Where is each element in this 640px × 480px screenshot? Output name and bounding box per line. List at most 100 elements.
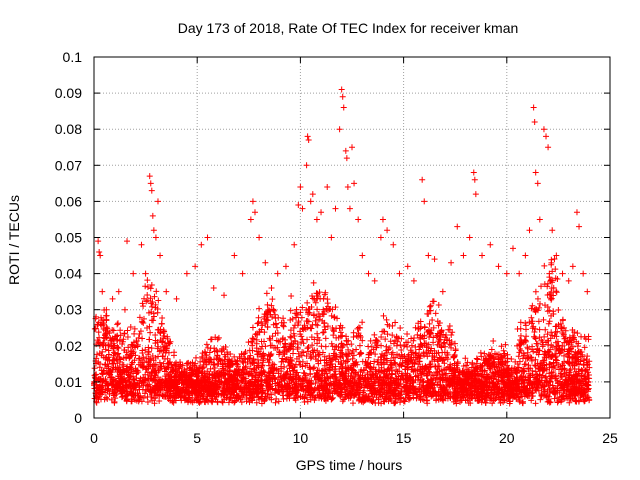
data-point [585, 394, 592, 401]
data-point [175, 385, 182, 392]
data-point [549, 382, 556, 389]
data-point [570, 359, 577, 366]
data-point [561, 339, 568, 346]
data-point [171, 374, 178, 381]
data-point [473, 372, 480, 379]
data-point [323, 370, 330, 377]
data-point [532, 400, 539, 407]
data-point [343, 338, 350, 345]
data-point [349, 348, 356, 355]
data-point [127, 348, 134, 355]
data-point [312, 394, 319, 401]
data-point [220, 366, 227, 373]
data-point [197, 358, 204, 365]
data-point [352, 369, 359, 376]
data-point [154, 378, 161, 385]
data-point [284, 392, 291, 399]
data-point [185, 384, 192, 391]
data-point [543, 354, 550, 361]
data-point [321, 353, 328, 360]
data-point [533, 340, 540, 347]
data-point [275, 398, 282, 405]
data-point [228, 390, 235, 397]
data-point [259, 378, 266, 385]
data-point [548, 259, 555, 266]
data-point [289, 367, 296, 374]
data-point [320, 329, 327, 336]
data-point [299, 358, 306, 365]
data-point [288, 340, 295, 347]
data-point [553, 323, 560, 330]
data-point [481, 350, 488, 357]
data-point [501, 350, 508, 357]
data-point [541, 302, 548, 309]
data-point [524, 345, 531, 352]
data-point [294, 322, 301, 329]
data-point [103, 379, 110, 386]
data-point [246, 388, 253, 395]
data-point [209, 399, 216, 406]
data-point [168, 373, 175, 380]
data-point [519, 355, 526, 362]
data-point [585, 336, 592, 343]
data-point [416, 381, 423, 388]
data-point [279, 355, 286, 362]
data-point [170, 365, 177, 372]
data-point [278, 358, 285, 365]
data-point [271, 311, 278, 318]
data-point [427, 376, 434, 383]
data-point [309, 293, 316, 300]
data-point [333, 353, 340, 360]
data-point [174, 389, 181, 396]
data-point [326, 364, 333, 371]
data-point [110, 327, 117, 334]
data-point [208, 359, 215, 366]
data-point [154, 309, 161, 316]
data-point [106, 390, 113, 397]
data-point [559, 330, 566, 337]
data-point [533, 387, 540, 394]
data-point [503, 391, 510, 398]
data-point [350, 352, 357, 359]
data-point [538, 283, 545, 290]
data-point [563, 380, 570, 387]
data-point [544, 331, 551, 338]
data-point [365, 351, 372, 358]
data-point [345, 346, 352, 353]
data-point [182, 393, 189, 400]
data-point [380, 312, 387, 319]
data-point [249, 389, 256, 396]
data-point [372, 351, 379, 358]
data-point [558, 398, 565, 405]
data-point [552, 266, 559, 273]
data-point [148, 309, 155, 316]
data-point [530, 348, 537, 355]
data-point [144, 398, 151, 405]
data-point [101, 339, 108, 346]
data-point [171, 349, 178, 356]
data-point [448, 331, 455, 338]
data-point [517, 325, 524, 332]
data-point [464, 387, 471, 394]
data-point [353, 346, 360, 353]
data-point [123, 367, 130, 374]
data-point [574, 330, 581, 337]
data-point [130, 339, 137, 346]
data-point [546, 399, 553, 406]
data-point [266, 356, 273, 363]
data-point [503, 382, 510, 389]
data-point [493, 392, 500, 399]
data-point [286, 365, 293, 372]
data-point [475, 397, 482, 404]
data-point [226, 387, 233, 394]
data-point [274, 329, 281, 336]
data-point [96, 384, 103, 391]
data-point [418, 341, 425, 348]
data-point [170, 385, 177, 392]
data-point [318, 381, 325, 388]
data-point [111, 399, 118, 406]
data-point [133, 397, 140, 404]
data-point [219, 399, 226, 406]
data-point [553, 359, 560, 366]
data-point [349, 355, 356, 362]
